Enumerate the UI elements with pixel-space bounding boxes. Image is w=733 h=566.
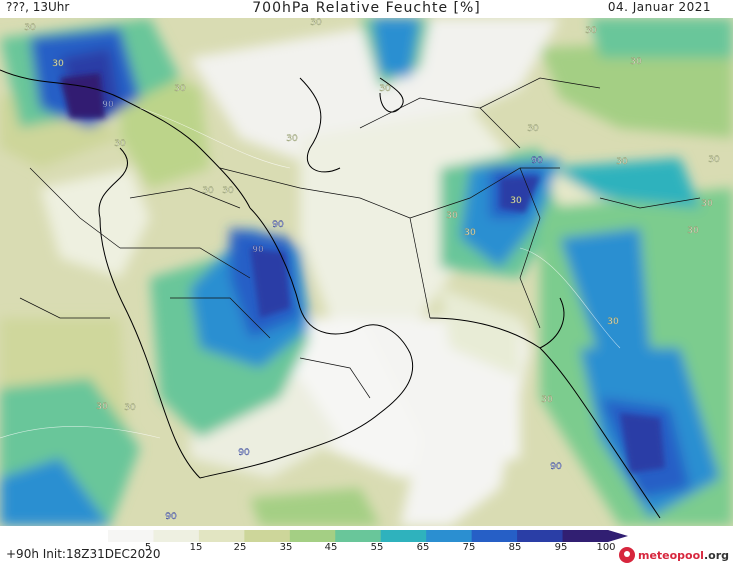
borders [19,77,701,399]
colorbar-tick-label: 15 [189,542,203,553]
contour-label: 30 [687,226,699,236]
colorbar-tick-label: 25 [233,542,247,553]
colorbar-tick-label: 5 [144,542,152,553]
contour-label: 30 [607,317,619,327]
contour-label: 30 [708,155,720,165]
contour-label: 90 [238,448,250,458]
map-title: 700hPa Relative Feuchte [%] [252,0,481,16]
logo-tld: .org [703,548,729,562]
colorbar-tick-label: 75 [462,542,476,553]
contour-label: 30 [446,211,458,221]
contour-label: 90 [102,100,114,110]
contour-labels: 30 30 30 30 30 30 30 30 30 30 30 30 30 30 30 30 30 30 30 30… [24,18,720,522]
colorbar-swatch [108,530,154,542]
colorbar-swatch [517,530,564,542]
humidity-cores [60,73,665,473]
contour-label: 30 [202,186,214,196]
contour-label: 30 [541,395,553,405]
colorbar-tick-label: 45 [324,542,338,553]
contour-label: 30 [114,139,126,149]
run-info: +90h Init:18Z31DEC2020 [6,547,161,561]
colorbar-swatch [198,530,245,542]
colorbar-tick-label: 95 [554,542,568,553]
contour-label: 30 [52,59,64,69]
meteopool-logo[interactable]: meteopool.org [618,546,729,564]
contour-label: 30 [174,84,186,94]
contour-label: 30 [464,228,476,238]
contour-label: 90 [531,156,543,166]
contour-label: 30 [124,403,136,413]
contour-label: 30 [616,157,628,167]
logo-brand: meteopool [637,548,704,562]
contour-label: 30 [701,199,713,209]
colorbar-swatch [426,530,473,542]
contour-label: 30 [630,57,642,67]
contour-label: 30 [527,124,539,134]
contour-lines [0,107,621,439]
header-location-time: ???, 13Uhr [6,0,70,14]
coastlines [0,69,661,519]
colorbar-swatch [562,530,609,542]
contour-label: 30 [379,84,391,94]
contour-label: 90 [550,462,562,472]
colorbar-swatch [471,530,518,542]
contour-label: 30 [96,402,108,412]
colorbar [108,530,628,542]
colorbar-swatch [289,530,336,542]
contour-label: 30 [510,196,522,206]
colorbar-tick-label: 65 [416,542,430,553]
contour-label: 30 [222,186,234,196]
humidity-field [0,18,733,526]
colorbar-swatch [380,530,427,542]
meteopool-logo-icon [618,547,635,563]
contour-label: 30 [585,26,597,36]
contour-label: 30 [310,18,322,28]
contour-label: 90 [252,245,264,255]
forecast-date: 04. Januar 2021 [607,0,711,14]
colorbar-swatch [244,530,291,542]
contour-label: 30 [24,23,36,33]
colorbar-tick-label: 55 [370,542,384,553]
contour-label: 90 [272,220,284,230]
contour-label: 90 [165,512,177,522]
colorbar-tick-label: 85 [508,542,522,553]
colorbar-swatch [153,530,200,542]
contour-label: 30 [286,134,298,144]
colorbar-tick-label: 100 [596,542,616,553]
colorbar-swatch [335,530,382,542]
humidity-map: 30 30 30 30 30 30 30 30 30 30 30 30 30 30 30 30 30 30 30 30… [0,18,733,526]
meteopool-logo-text: meteopool.org [638,549,729,562]
colorbar-extension [608,530,628,542]
colorbar-tick-label: 35 [279,542,293,553]
